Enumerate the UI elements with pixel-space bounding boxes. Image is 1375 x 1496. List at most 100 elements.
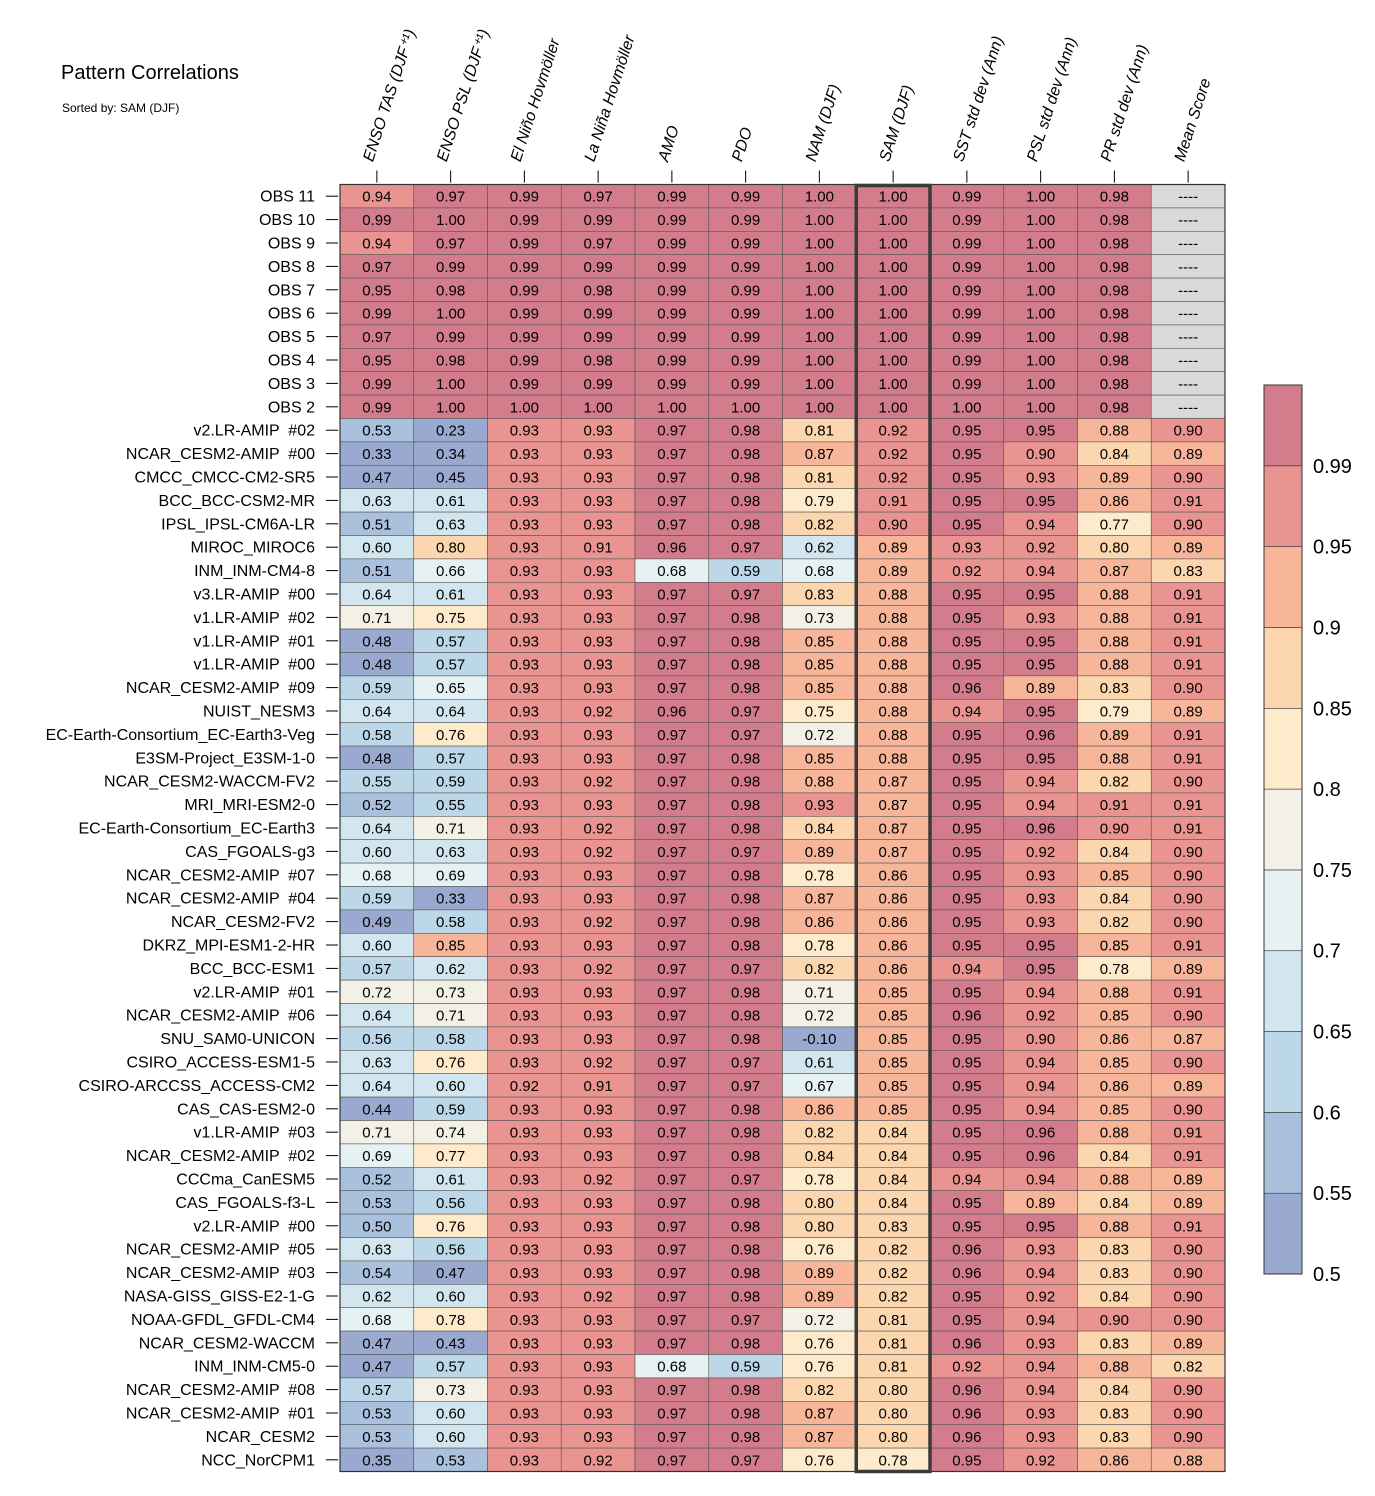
cell-value-label: 0.52 bbox=[362, 1172, 391, 1189]
row-label: v2.LR-AMIP #02 bbox=[193, 423, 315, 440]
cell-value-label: 0.80 bbox=[879, 1382, 908, 1399]
cell-value-label: 0.97 bbox=[436, 236, 465, 253]
cell-value-label: 0.91 bbox=[1174, 938, 1203, 955]
row-label: CAS_FGOALS-g3 bbox=[185, 844, 315, 861]
cell-value-label: 0.97 bbox=[657, 1265, 686, 1282]
cell-value-label: 0.98 bbox=[1100, 329, 1129, 346]
cell-value-label: 0.57 bbox=[436, 750, 465, 767]
cell-value-label: 0.81 bbox=[879, 1312, 908, 1329]
cell-value-label: 0.90 bbox=[1100, 821, 1129, 838]
cell-value-label: 0.87 bbox=[879, 844, 908, 861]
cell-value-label: 0.47 bbox=[362, 1335, 391, 1352]
column-label: ENSO PSL (DJF⁺¹) bbox=[434, 27, 493, 163]
cell-value-label: 0.97 bbox=[362, 259, 391, 276]
cell-value-label: 0.92 bbox=[584, 1289, 613, 1306]
cell-value-label: ---- bbox=[1178, 376, 1198, 393]
cell-value-label: 0.86 bbox=[805, 1101, 834, 1118]
cell-value-label: 0.94 bbox=[952, 704, 981, 721]
cell-value-label: 0.23 bbox=[436, 423, 465, 440]
cell-value-label: 0.84 bbox=[1100, 1289, 1129, 1306]
cell-value-label: 0.73 bbox=[436, 1382, 465, 1399]
cell-value-label: 0.97 bbox=[731, 540, 760, 557]
cell-value-label: 0.93 bbox=[1026, 1242, 1055, 1259]
cell-value-label: 0.99 bbox=[657, 236, 686, 253]
cell-value-label: 0.93 bbox=[584, 633, 613, 650]
cell-value-label: 0.93 bbox=[510, 446, 539, 463]
cell-value-label: 0.76 bbox=[436, 1218, 465, 1235]
row-label: NCAR_CESM2-AMIP #01 bbox=[126, 1406, 315, 1423]
cell-value-label: 0.98 bbox=[731, 1125, 760, 1142]
cell-value-label: 0.99 bbox=[510, 236, 539, 253]
cell-value-label: 0.90 bbox=[1174, 1265, 1203, 1282]
cell-value-label: 0.96 bbox=[952, 1008, 981, 1025]
cell-value-label: 0.88 bbox=[805, 774, 834, 791]
cell-value-label: 0.93 bbox=[584, 1195, 613, 1212]
cell-value-label: 0.96 bbox=[952, 1382, 981, 1399]
cell-value-label: 0.55 bbox=[362, 774, 391, 791]
cell-value-label: 0.92 bbox=[1026, 1289, 1055, 1306]
cell-value-label: 0.99 bbox=[731, 259, 760, 276]
cell-value-label: 0.99 bbox=[510, 306, 539, 323]
cell-value-label: 0.92 bbox=[879, 446, 908, 463]
cell-value-label: 0.68 bbox=[805, 563, 834, 580]
cell-value-label: 0.98 bbox=[584, 353, 613, 370]
cell-value-label: 0.74 bbox=[436, 1125, 465, 1142]
cell-value-label: 0.99 bbox=[952, 236, 981, 253]
cell-value-label: 0.88 bbox=[1100, 1218, 1129, 1235]
cell-value-label: 0.51 bbox=[362, 516, 391, 533]
cell-value-label: 0.57 bbox=[436, 657, 465, 674]
cell-value-label: 0.88 bbox=[1100, 610, 1129, 627]
cell-value-label: 0.76 bbox=[805, 1452, 834, 1469]
cell-value-label: 0.93 bbox=[1026, 867, 1055, 884]
cell-value-label: 0.94 bbox=[1026, 774, 1055, 791]
cell-value-label: 0.96 bbox=[1026, 1125, 1055, 1142]
column-label: PSL std dev (Ann) bbox=[1024, 35, 1080, 163]
cell-value-label: 0.93 bbox=[510, 1452, 539, 1469]
cell-value-label: 0.97 bbox=[731, 1452, 760, 1469]
cell-value-label: 0.69 bbox=[362, 1148, 391, 1165]
cell-value-label: 0.97 bbox=[584, 189, 613, 206]
cell-value-label: ---- bbox=[1178, 399, 1198, 416]
cell-value-label: 0.97 bbox=[436, 189, 465, 206]
row-label: OBS 3 bbox=[268, 376, 315, 393]
cell-value-label: 0.96 bbox=[1026, 1148, 1055, 1165]
cell-value-label: 0.93 bbox=[1026, 470, 1055, 487]
column-label: PR std dev (Ann) bbox=[1098, 43, 1152, 164]
cell-value-label: 0.84 bbox=[879, 1125, 908, 1142]
cell-value-label: 0.88 bbox=[879, 610, 908, 627]
cell-value-label: 0.98 bbox=[731, 1265, 760, 1282]
cell-value-label: 0.85 bbox=[879, 1008, 908, 1025]
cell-value-label: 0.87 bbox=[879, 797, 908, 814]
cell-value-label: 0.96 bbox=[952, 1406, 981, 1423]
cell-value-label: 0.58 bbox=[436, 1031, 465, 1048]
cell-value-label: 0.98 bbox=[731, 446, 760, 463]
cell-value-label: 0.98 bbox=[731, 516, 760, 533]
row-label: v1.LR-AMIP #03 bbox=[193, 1125, 315, 1142]
cell-value-label: 0.90 bbox=[1174, 470, 1203, 487]
cell-value-label: 0.93 bbox=[584, 727, 613, 744]
cell-value-label: 0.93 bbox=[510, 540, 539, 557]
cell-value-label: 0.98 bbox=[731, 891, 760, 908]
cell-value-label: 0.60 bbox=[362, 844, 391, 861]
colorbar-segment bbox=[1263, 465, 1303, 547]
cell-value-label: 0.95 bbox=[1026, 423, 1055, 440]
row-label: NCAR_CESM2-AMIP #07 bbox=[126, 867, 315, 884]
cell-value-label: 0.93 bbox=[510, 1382, 539, 1399]
column-label: Mean Score bbox=[1172, 76, 1215, 163]
row-label: NCAR_CESM2-AMIP #06 bbox=[126, 1008, 315, 1025]
cell-value-label: 0.45 bbox=[436, 470, 465, 487]
cell-value-label: 0.94 bbox=[1026, 1078, 1055, 1095]
cell-value-label: 0.98 bbox=[1100, 353, 1129, 370]
cell-value-label: 0.92 bbox=[584, 704, 613, 721]
cell-value-label: 0.93 bbox=[1026, 1406, 1055, 1423]
cell-value-label: 0.95 bbox=[952, 1031, 981, 1048]
cell-value-label: 0.97 bbox=[657, 844, 686, 861]
cell-value-label: 0.99 bbox=[584, 329, 613, 346]
cell-value-label: 0.97 bbox=[731, 844, 760, 861]
cell-value-label: 0.94 bbox=[362, 236, 391, 253]
row-label: NCAR_CESM2-AMIP #09 bbox=[126, 680, 315, 697]
cell-value-label: 1.00 bbox=[1026, 236, 1055, 253]
cell-value-label: 0.95 bbox=[362, 282, 391, 299]
colorbar-tick-label: 0.95 bbox=[1313, 537, 1352, 559]
cell-value-label: 0.93 bbox=[584, 446, 613, 463]
